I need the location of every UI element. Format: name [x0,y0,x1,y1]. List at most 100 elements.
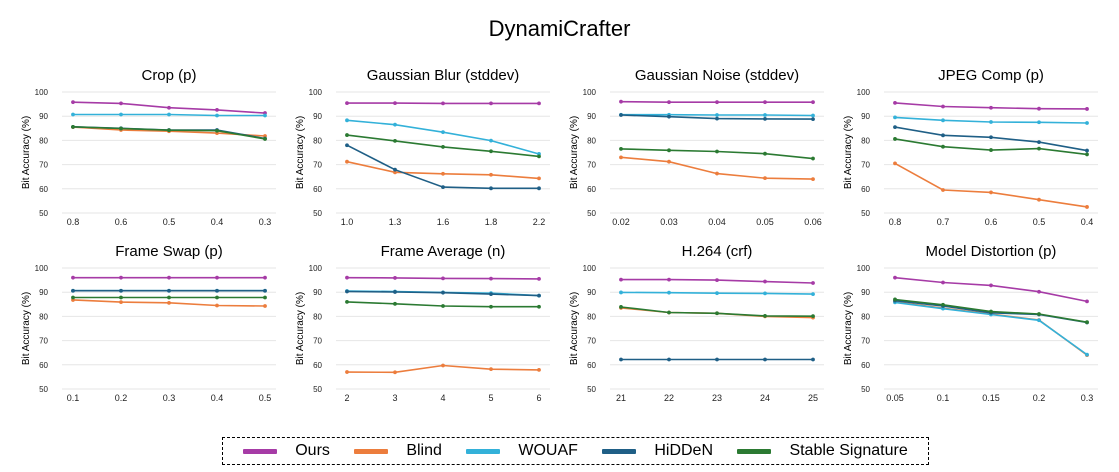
panel-crop-p: Crop (p) 50 60 70 80 90 100 0.8 0.6 0.5 0.4 0.3 Bit … [21,67,276,227]
panel-gaussian-noise-stddev-point-ours [667,100,671,105]
panel-h-264-crf: H.264 (crf) 50 60 70 80 90 100 21 22 23 24 25 Bit Ac… [569,243,824,403]
panel-h-264-crf-point-stable-signature [763,314,767,318]
panel-frame-swap-p-title: Frame Swap (p) [115,243,223,260]
panel-h-264-crf-point-stable-signature [715,311,719,316]
panel-gaussian-blur-stddev-point-ours [393,101,397,106]
panel-model-distortion-p-point-stable-signature [941,302,945,307]
panel-h-264-crf-ytick-label: 90 [587,288,596,297]
panel-frame-swap-p-point-ours [71,275,75,280]
panel-model-distortion-p-ytick-label: 50 [861,385,870,394]
panel-model-distortion-p: Model Distortion (p) 50 60 70 80 90 100 0.05 0.1… [843,243,1098,403]
panel-h-264-crf-ytick-label: 70 [587,337,596,346]
panel-h-264-crf-point-ours [811,281,815,285]
panel-frame-average-n-ytick-label: 70 [313,337,322,346]
panel-gaussian-blur-stddev-point-stable-signature [345,133,349,137]
panel-gaussian-blur-stddev-point-ours [537,101,541,106]
panel-gaussian-blur-stddev-ylabel: Bit Accuracy (%) [295,116,306,189]
panel-gaussian-noise-stddev-point-wouaf [715,113,719,117]
panel-frame-average-n-title: Frame Average (n) [381,243,506,260]
panel-model-distortion-p-ytick-label: 80 [861,312,870,321]
panel-gaussian-noise-stddev-point-hidden [811,117,815,122]
panel-crop-p-xtick-label: 0.4 [211,217,224,227]
panel-gaussian-blur-stddev-point-ours [489,101,493,106]
panel-frame-swap-p-point-stable-signature [71,295,75,300]
panel-crop-p-ytick-label: 50 [39,209,48,218]
panel-model-distortion-p-point-wouaf [1037,318,1041,323]
panel-gaussian-noise-stddev-ytick-label: 100 [583,88,597,97]
panel-gaussian-blur-stddev-point-stable-signature [393,138,397,143]
panel-crop-p-xtick-label: 0.3 [259,217,272,227]
panel-frame-average-n-ytick-label: 60 [313,361,322,370]
panel-gaussian-blur-stddev-xtick-label: 1.3 [389,217,402,227]
panel-gaussian-noise-stddev-point-hidden [715,116,719,121]
panel-frame-average-n-point-ours [441,276,445,281]
panel-crop-p-point-wouaf [167,112,171,117]
panel-h-264-crf-xtick-label: 25 [808,393,818,403]
panel-jpeg-comp-p-point-blind [989,190,993,195]
panel-gaussian-noise-stddev-point-ours [715,100,719,105]
panel-gaussian-noise-stddev-ylabel: Bit Accuracy (%) [569,116,580,189]
panel-crop-p-point-ours [167,105,171,110]
panel-frame-swap-p-point-blind [263,304,267,308]
panel-jpeg-comp-p-point-blind [1085,205,1089,209]
panel-crop-p-xtick-label: 0.5 [163,217,176,227]
panel-frame-average-n-ytick-label: 50 [313,385,322,394]
legend: Ours Blind WOUAF HiDDeN Stable Signature [222,437,929,465]
panel-jpeg-comp-p-point-blind [941,188,945,192]
panel-h-264-crf-title: H.264 (crf) [682,243,753,260]
legend-label-hidden: HiDDeN [654,442,713,459]
panel-gaussian-blur-stddev-ytick-label: 80 [313,136,322,145]
panel-gaussian-noise-stddev-point-stable-signature [763,151,767,156]
panel-model-distortion-p-xtick-label: 0.05 [886,393,904,403]
panel-jpeg-comp-p-point-hidden [893,125,897,129]
panel-jpeg-comp-p-xtick-label: 0.5 [1033,217,1046,227]
panel-frame-average-n-point-ours [393,276,397,280]
panel-frame-swap-p-xtick-label: 0.1 [67,393,80,403]
panel-gaussian-noise-stddev-xtick-label: 0.04 [708,217,726,227]
panel-gaussian-blur-stddev-point-wouaf [441,130,445,135]
panel-frame-average-n-xtick-label: 4 [440,393,445,403]
panel-jpeg-comp-p-point-stable-signature [1037,146,1041,151]
panel-jpeg-comp-p-xtick-label: 0.4 [1081,217,1094,227]
panel-gaussian-noise-stddev-ytick-label: 90 [587,112,596,121]
panel-frame-average-n-point-hidden [441,290,445,295]
panel-h-264-crf-point-ours [667,277,671,282]
legend-swatch-ours [243,448,278,454]
panel-jpeg-comp-p-point-hidden [941,133,945,138]
legend-label-stable-signature: Stable Signature [789,442,908,459]
panel-jpeg-comp-p-point-blind [1037,197,1041,202]
legend-label-ours: Ours [295,442,330,459]
panel-gaussian-blur-stddev-point-stable-signature [537,154,541,159]
panel-jpeg-comp-p-line-stable-signature [894,138,1088,156]
panel-frame-average-n-point-ours [345,275,349,280]
panel-gaussian-blur-stddev-point-blind [441,171,445,176]
panel-crop-p-point-stable-signature [167,128,171,133]
panel-crop-p-point-wouaf [71,112,75,117]
legend-label-wouaf: WOUAF [518,442,578,459]
legend-item-ours: Ours [243,442,330,460]
panel-frame-swap-p-xtick-label: 0.5 [259,393,272,403]
panel-gaussian-noise-stddev-line-blind [620,156,814,180]
panel-gaussian-noise-stddev-point-wouaf [811,113,815,118]
panel-model-distortion-p-point-stable-signature [1037,312,1041,316]
panel-gaussian-noise-stddev-ytick-label: 70 [587,161,596,170]
panel-crop-p-point-ours [119,101,123,106]
panel-gaussian-blur-stddev-line-wouaf [346,119,540,155]
panel-gaussian-blur-stddev-point-blind [393,170,397,175]
panel-frame-swap-p-point-hidden [215,288,219,293]
panel-frame-average-n-point-stable-signature [441,304,445,308]
panel-gaussian-noise-stddev-xtick-label: 0.03 [660,217,678,227]
panel-crop-p-point-wouaf [263,113,267,118]
panel-crop-p-point-ours [71,100,75,105]
panel-frame-average-n-ytick-label: 80 [313,312,322,321]
panel-h-264-crf-point-stable-signature [667,310,671,315]
panel-crop-p-ytick-label: 70 [39,161,48,170]
panel-frame-swap-p-xtick-label: 0.3 [163,393,176,403]
panel-model-distortion-p-point-ours [1037,289,1041,294]
panel-jpeg-comp-p-point-ours [1037,106,1041,111]
panel-jpeg-comp-p-ytick-label: 80 [861,136,870,145]
panel-h-264-crf-point-hidden [667,357,671,362]
panel-h-264-crf-ytick-label: 80 [587,312,596,321]
panel-h-264-crf-point-hidden [763,357,767,362]
